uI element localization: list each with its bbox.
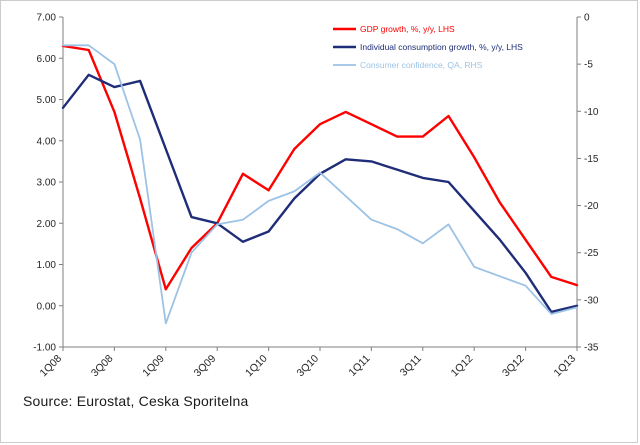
x-axis-label: 3Q08: [89, 353, 116, 380]
x-axis-label: 3Q11: [398, 353, 424, 379]
left-axis-label: -1.00: [33, 343, 56, 354]
legend-label-gdp: GDP growth, %, y/y, LHS: [360, 24, 455, 34]
right-axis-label: -10: [584, 107, 599, 118]
x-axis-label: 3Q09: [192, 353, 219, 380]
legend-label-consumption: Individual consumption growth, %, y/y, L…: [360, 42, 523, 52]
series-line-confidence: [62, 44, 578, 325]
x-axis-label: 3Q10: [294, 353, 321, 380]
x-axis-label: 1Q11: [346, 353, 372, 379]
x-axis-label: 1Q08: [37, 353, 64, 380]
left-axis-label: 6.00: [37, 54, 57, 65]
line-chart: 7.00 6.00 5.00 4.00 3.00 2.00 1.00 0.00 -1.00 0 -5…: [33, 13, 599, 380]
left-axis-label: 2.00: [37, 219, 57, 230]
left-axis-label: 7.00: [37, 13, 57, 24]
left-axis-label: 1.00: [37, 260, 57, 271]
right-axis-label: -20: [584, 201, 599, 212]
left-axis-label: 4.00: [37, 136, 57, 147]
right-axis-label: -30: [584, 295, 599, 306]
source-note: Source: Eurostat, Ceska Sporitelna: [23, 393, 249, 409]
x-axis-label: 1Q09: [140, 353, 167, 380]
right-axis-label: -5: [584, 60, 593, 71]
right-axis-label: -25: [584, 248, 599, 259]
left-axis-label: 3.00: [37, 178, 57, 189]
right-axis-label: 0: [584, 13, 590, 24]
x-axis-label: 1Q10: [243, 353, 270, 380]
x-axis-label: 3Q12: [500, 353, 527, 380]
right-axis-label: -15: [584, 154, 599, 165]
legend-label-confidence: Consumer confidence, QA, RHS: [360, 60, 483, 70]
left-axis-label: 0.00: [37, 301, 57, 312]
series-line-gdp: [61, 44, 579, 291]
left-axis-label: 5.00: [37, 95, 57, 106]
right-axis-label: -35: [584, 343, 599, 354]
x-axis-label: 1Q12: [449, 353, 476, 380]
x-axis-label: 1Q13: [551, 353, 578, 380]
